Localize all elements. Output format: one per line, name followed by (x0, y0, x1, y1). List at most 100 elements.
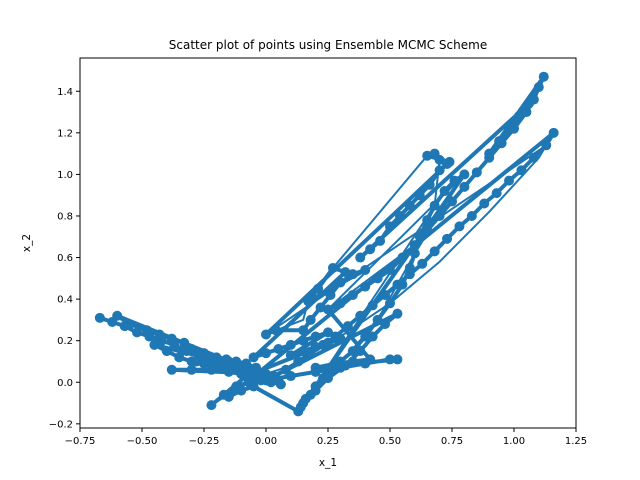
data-point (367, 300, 378, 311)
data-point (166, 333, 177, 344)
data-point (479, 198, 490, 209)
x-tick-label: −0.75 (65, 436, 96, 447)
data-point (434, 154, 445, 165)
data-point (335, 277, 346, 288)
data-point (397, 252, 408, 263)
data-point (392, 354, 403, 365)
data-point (454, 221, 465, 232)
data-point (538, 71, 549, 82)
data-point (342, 321, 353, 332)
plot-area (94, 71, 559, 417)
data-point (417, 258, 428, 269)
data-point (335, 333, 346, 344)
data-point (303, 296, 314, 307)
data-point (223, 366, 234, 377)
data-point (347, 289, 358, 300)
data-point (112, 310, 123, 321)
data-point (335, 298, 346, 309)
data-point (132, 327, 143, 338)
data-point (360, 281, 371, 292)
data-point (355, 346, 366, 357)
data-point (380, 289, 391, 300)
data-point (414, 231, 425, 242)
data-point (533, 82, 544, 93)
data-point (429, 246, 440, 257)
y-tick-label: 0.0 (57, 378, 73, 389)
data-point (385, 221, 395, 232)
data-point (365, 244, 376, 255)
data-point (253, 373, 264, 384)
data-point (459, 181, 470, 192)
data-point (261, 329, 271, 340)
data-point (380, 319, 391, 330)
data-point (429, 200, 440, 211)
y-tick-label: 0.2 (57, 336, 73, 347)
data-point (248, 381, 259, 392)
data-point (310, 362, 321, 373)
data-point (414, 190, 425, 201)
data-point (231, 356, 242, 367)
data-point (323, 337, 333, 348)
data-point (310, 341, 321, 352)
data-point (513, 111, 524, 122)
data-point (347, 356, 358, 367)
data-point (325, 289, 336, 300)
data-point (422, 215, 433, 226)
data-point (94, 312, 105, 323)
data-point (300, 393, 311, 404)
data-point (360, 331, 371, 342)
data-point (484, 148, 495, 159)
data-point (261, 348, 271, 359)
data-point (206, 364, 217, 375)
data-point (409, 240, 420, 251)
data-point (449, 175, 460, 186)
data-point (367, 331, 378, 342)
x-tick-label: 1.00 (503, 436, 525, 447)
data-point (404, 200, 415, 211)
data-point (372, 273, 383, 284)
data-point (330, 358, 341, 369)
data-point (141, 325, 152, 336)
data-point (494, 136, 505, 147)
data-point (275, 379, 286, 390)
data-point (298, 346, 309, 357)
x-tick-label: 0.75 (441, 436, 463, 447)
data-point (149, 339, 160, 350)
data-point (285, 371, 296, 382)
data-point (236, 385, 247, 396)
data-point (385, 298, 395, 309)
data-point (521, 107, 532, 118)
data-point (295, 402, 306, 413)
data-point (385, 265, 395, 276)
data-point (273, 344, 284, 355)
x-tick-label: −0.25 (189, 436, 220, 447)
data-point (298, 335, 309, 346)
data-point (424, 179, 435, 190)
data-point (248, 352, 259, 363)
y-tick-label: 0.6 (57, 253, 73, 264)
y-tick-label: 1.0 (57, 170, 73, 181)
data-point (360, 265, 371, 276)
data-point (315, 302, 326, 313)
data-point (310, 385, 321, 396)
data-point (365, 354, 376, 365)
data-point (293, 356, 304, 367)
data-point (434, 165, 445, 176)
data-point (471, 167, 482, 178)
chart-title: Scatter plot of points using Ensemble MC… (169, 38, 487, 52)
data-point (466, 210, 477, 221)
data-point (442, 233, 453, 244)
axis-ticks: −0.75 −0.50 −0.25 0.00 0.25 0.50 0.75 1.00 1.25 −… (49, 87, 587, 447)
data-point (528, 152, 539, 163)
data-point (392, 308, 403, 319)
data-point (154, 329, 165, 340)
x-tick-label: 0.00 (255, 436, 277, 447)
data-point (186, 364, 197, 375)
data-point (166, 364, 177, 375)
data-point (323, 327, 333, 338)
data-point (323, 373, 333, 384)
x-tick-label: 1.25 (565, 436, 587, 447)
data-point (404, 262, 415, 273)
x-tick-label: 0.25 (317, 436, 339, 447)
